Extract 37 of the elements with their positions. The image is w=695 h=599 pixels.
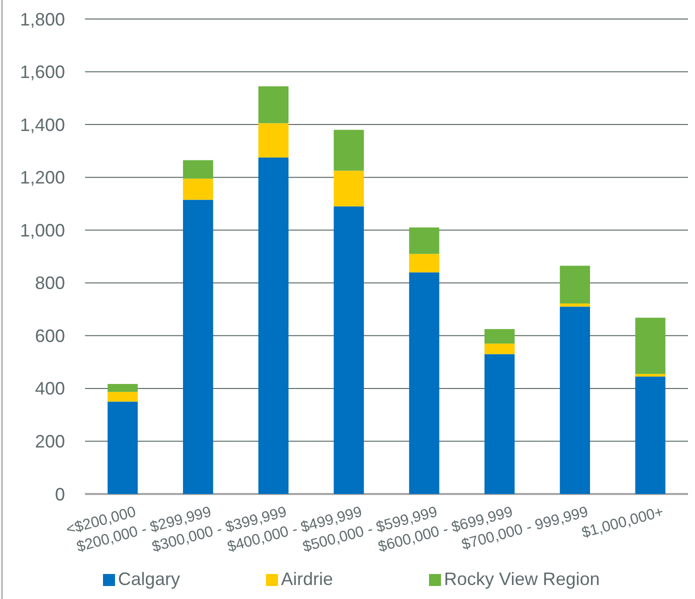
legend-label: Rocky View Region <box>444 569 600 589</box>
bar <box>182 160 214 179</box>
y-tick-label: 400 <box>34 378 65 399</box>
y-tick-label: 1,600 <box>20 62 65 82</box>
bar <box>409 272 440 494</box>
bar <box>484 354 515 494</box>
bar <box>182 200 214 494</box>
y-tick-label: 200 <box>34 432 65 452</box>
bar <box>635 376 666 494</box>
bar <box>334 206 364 494</box>
bar <box>409 254 440 272</box>
bar <box>635 318 666 374</box>
bar <box>108 402 138 494</box>
bar <box>258 158 289 494</box>
y-tick-label: 600 <box>34 326 65 346</box>
bar <box>409 227 440 254</box>
bar <box>334 170 364 206</box>
y-tick-label: 1,200 <box>20 168 65 188</box>
legend-label: Calgary <box>118 569 180 589</box>
bar <box>560 266 590 304</box>
y-tick-label: 1,800 <box>20 9 65 30</box>
y-tick-label: 800 <box>34 273 65 294</box>
bar <box>258 86 289 124</box>
bar <box>182 178 214 200</box>
y-tick-label: 1,000 <box>20 220 65 240</box>
bar <box>258 123 289 158</box>
bar <box>108 384 138 392</box>
y-tick-label: 1,400 <box>20 114 65 135</box>
bar <box>484 344 515 354</box>
bar <box>334 130 364 171</box>
bar <box>108 392 138 402</box>
bar <box>560 303 590 307</box>
bar <box>635 374 666 377</box>
legend-label: Airdrie <box>281 569 334 589</box>
y-tick-label: 0 <box>54 484 65 504</box>
bar <box>484 329 515 344</box>
bar <box>560 306 590 494</box>
